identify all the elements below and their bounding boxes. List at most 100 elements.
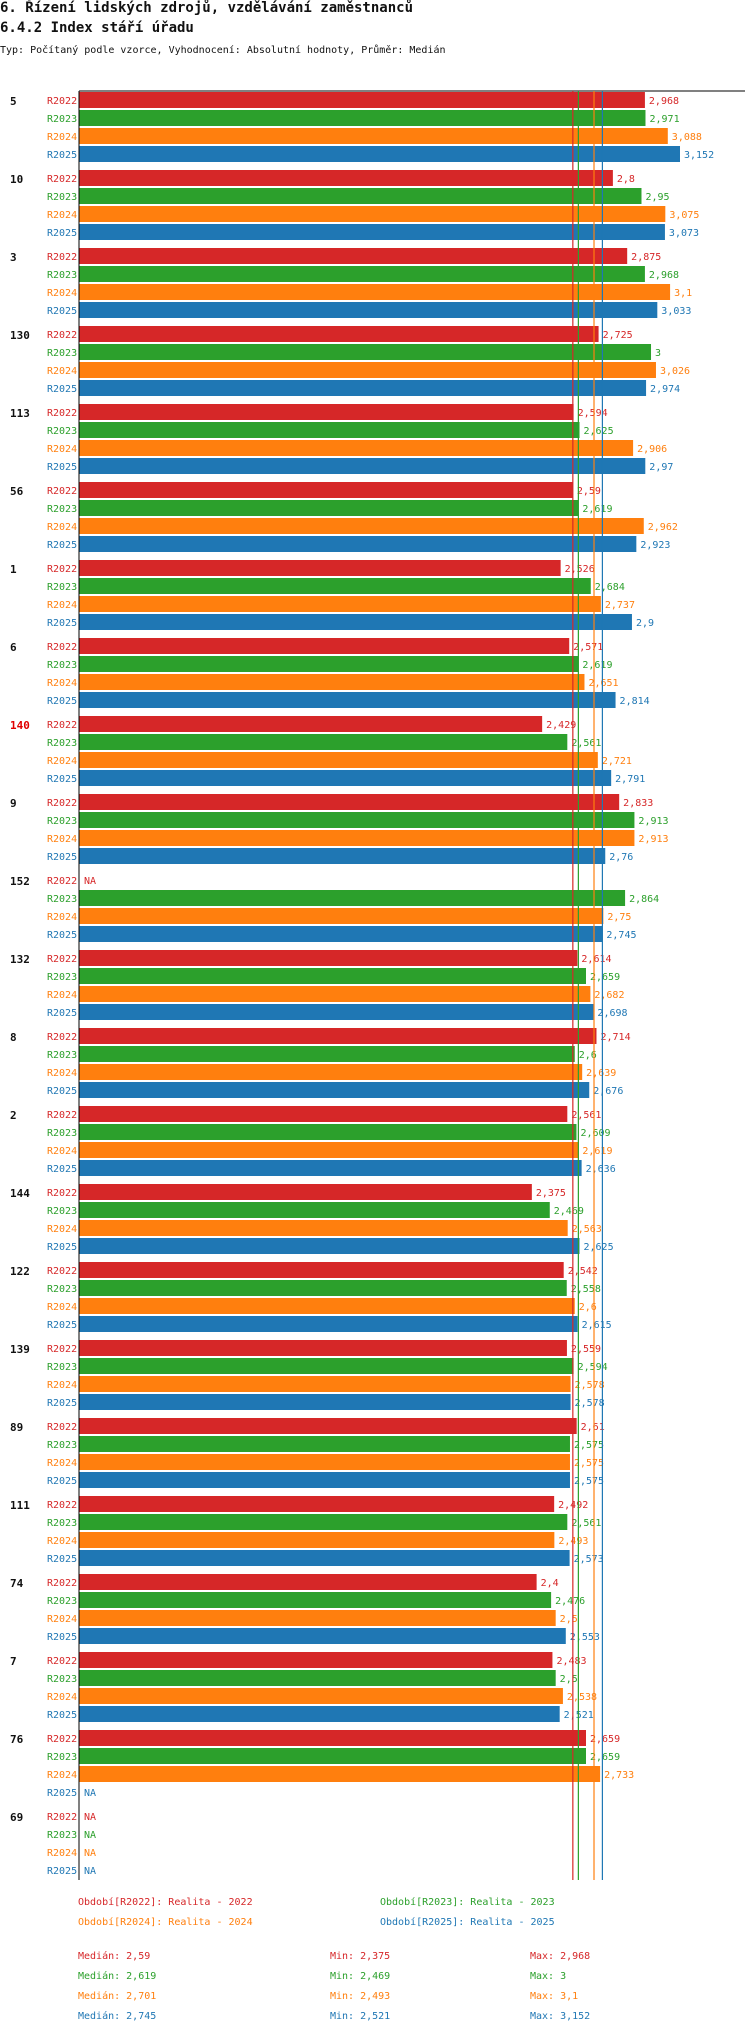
bar xyxy=(79,638,570,654)
data-label: 2,538 xyxy=(567,1692,597,1703)
data-label: 2,575 xyxy=(574,1440,604,1451)
data-label: 2,5 xyxy=(560,1614,578,1625)
bar xyxy=(79,1280,567,1296)
data-label: 2,95 xyxy=(645,192,669,203)
data-label: 2,578 xyxy=(575,1380,605,1391)
bar xyxy=(79,188,642,204)
series-label: R2023 xyxy=(47,504,77,515)
bar xyxy=(79,656,579,672)
series-label: R2023 xyxy=(47,582,77,593)
data-label: 2,639 xyxy=(586,1068,616,1079)
stat-min-r2024: Min: 2,493 xyxy=(330,1991,391,2002)
series-label: R2024 xyxy=(47,990,77,1001)
data-label: 2,974 xyxy=(650,384,680,395)
bar xyxy=(79,128,668,144)
data-label: 3,1 xyxy=(674,288,692,299)
data-label: 2,575 xyxy=(574,1458,604,1469)
category-label: 111 xyxy=(10,1499,30,1512)
category-label: 10 xyxy=(10,173,23,186)
data-label: 3,073 xyxy=(669,228,699,239)
category-label: 7 xyxy=(10,1655,17,1668)
bar xyxy=(79,302,658,318)
bar xyxy=(79,1064,583,1080)
data-label: 2,659 xyxy=(590,1752,620,1763)
na-label: NA xyxy=(84,1788,96,1799)
series-label: R2022 xyxy=(47,1188,77,1199)
category-label: 152 xyxy=(10,875,30,888)
series-label: R2025 xyxy=(47,1788,77,1799)
stat-max-r2025: Max: 3,152 xyxy=(530,2011,591,2022)
data-label: 2,725 xyxy=(603,330,633,341)
category-label: 9 xyxy=(10,797,17,810)
category-label: 76 xyxy=(10,1733,24,1746)
bar xyxy=(79,500,579,516)
data-label: 2,636 xyxy=(586,1164,616,1175)
bar xyxy=(79,1082,590,1098)
data-label: 2,8 xyxy=(617,174,635,185)
series-label: R2023 xyxy=(47,660,77,671)
bar xyxy=(79,1472,570,1488)
series-label: R2025 xyxy=(47,1476,77,1487)
bar xyxy=(79,380,647,396)
data-label: 2,619 xyxy=(582,504,612,515)
series-label: R2023 xyxy=(47,1284,77,1295)
bar xyxy=(79,1592,552,1608)
data-label: 3,075 xyxy=(669,210,699,221)
data-label: 2,619 xyxy=(582,1146,612,1157)
bar xyxy=(79,1394,571,1410)
bar xyxy=(79,146,680,162)
data-label: 2,913 xyxy=(638,816,668,827)
data-label: 2,968 xyxy=(649,96,679,107)
bar xyxy=(79,1514,568,1530)
series-label: R2023 xyxy=(47,1128,77,1139)
data-label: 2,814 xyxy=(620,696,650,707)
data-label: 2,571 xyxy=(573,642,603,653)
bar xyxy=(79,170,613,186)
data-label: 2,375 xyxy=(536,1188,566,1199)
series-label: R2023 xyxy=(47,1830,77,1841)
bar xyxy=(79,752,598,768)
bar xyxy=(79,1436,570,1452)
category-label: 69 xyxy=(10,1811,23,1824)
series-label: R2024 xyxy=(47,1458,77,1469)
bar xyxy=(79,1574,537,1590)
series-label: R2022 xyxy=(47,486,77,497)
category-label: 130 xyxy=(10,329,30,342)
data-label: 2,906 xyxy=(637,444,667,455)
bar xyxy=(79,482,573,498)
bar xyxy=(79,1358,574,1374)
bar xyxy=(79,1202,550,1218)
bar xyxy=(79,908,604,924)
stat-max-r2024: Max: 3,1 xyxy=(530,1991,579,2002)
category-label: 113 xyxy=(10,407,30,420)
data-label: 2,651 xyxy=(588,678,618,689)
category-label: 139 xyxy=(10,1343,30,1356)
data-label: 2,61 xyxy=(581,1422,605,1433)
series-label: R2025 xyxy=(47,306,77,317)
series-label: R2022 xyxy=(47,330,77,341)
category-label: 56 xyxy=(10,485,24,498)
series-label: R2024 xyxy=(47,1380,77,1391)
series-label: R2024 xyxy=(47,132,77,143)
bar xyxy=(79,1028,597,1044)
bar xyxy=(79,848,606,864)
series-label: R2023 xyxy=(47,972,77,983)
series-label: R2024 xyxy=(47,1848,77,1859)
series-label: R2022 xyxy=(47,1578,77,1589)
series-label: R2025 xyxy=(47,462,77,473)
series-label: R2023 xyxy=(47,894,77,905)
bar xyxy=(79,1418,577,1434)
series-label: R2024 xyxy=(47,366,77,377)
series-label: R2025 xyxy=(47,852,77,863)
data-label: 2,5 xyxy=(560,1674,578,1685)
bar xyxy=(79,1706,560,1722)
series-label: R2025 xyxy=(47,1554,77,1565)
legend-period-r2025: Období[R2025]: Realita - 2025 xyxy=(380,1917,555,1928)
category-label: 144 xyxy=(10,1187,30,1200)
series-label: R2022 xyxy=(47,174,77,185)
data-label: 2,476 xyxy=(555,1596,585,1607)
bar xyxy=(79,674,585,690)
data-label: 2,615 xyxy=(582,1320,612,1331)
category-label: 2 xyxy=(10,1109,17,1122)
data-label: 2,558 xyxy=(571,1284,601,1295)
